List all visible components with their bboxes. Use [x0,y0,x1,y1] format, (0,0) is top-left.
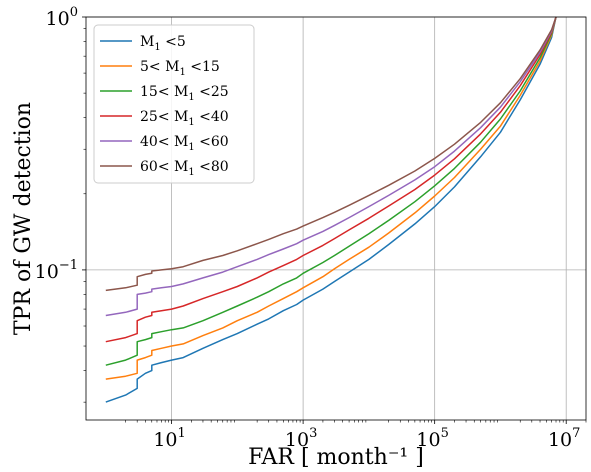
series-line-2 [105,16,557,380]
series-line-3 [105,16,557,366]
legend-label-5: 40< M1 <60 [140,134,229,153]
plot-frame [85,16,587,421]
y-axis-ticks: 10−1 100 [35,5,86,403]
x-tick-label: 105 [416,426,448,451]
legend-label-4: 25< M1 <40 [140,109,229,128]
series-layer [105,16,557,403]
legend-label-2: 5< M1 <15 [140,59,220,78]
legend: M1 <5 5< M1 <15 15< M1 <25 25< M1 <40 40< M1… [93,24,255,184]
x-tick-label: 107 [548,426,580,451]
series-line-5 [105,16,557,317]
y-tick-label: 10−1 [35,258,78,283]
legend-label-3: 15< M1 <25 [140,84,229,103]
legend-label-1: M1 <5 [140,34,186,53]
legend-frame [93,24,255,184]
y-axis-title: TPR of GW detection [11,102,36,335]
x-axis-title: FAR [ month⁻¹ ] [248,445,424,470]
series-line-6 [105,16,557,292]
legend-label-6: 60< M1 <80 [140,159,229,178]
series-line-4 [105,16,557,343]
x-axis-ticks: 101 103 105 107 [125,420,587,451]
x-tick-label: 101 [153,426,185,451]
y-tick-label: 100 [46,5,78,30]
series-line-1 [105,16,557,403]
x-tick-label: 103 [285,426,317,451]
